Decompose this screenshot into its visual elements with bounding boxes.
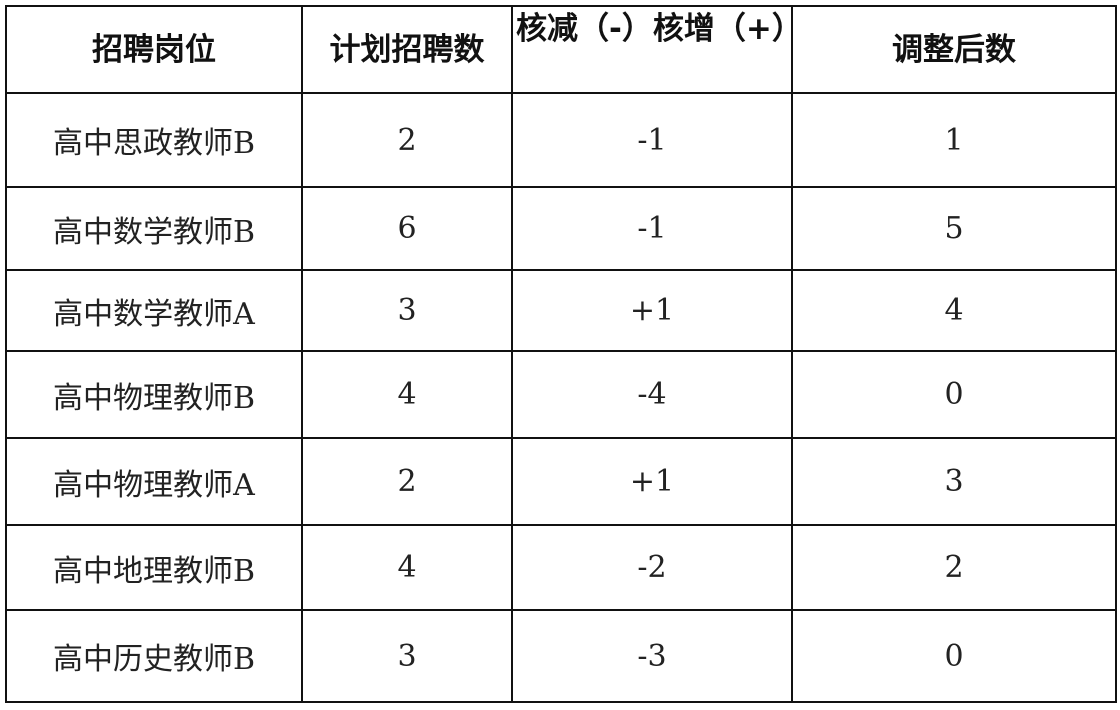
cell-planned: 4 <box>301 350 513 439</box>
header-planned: 计划招聘数 <box>301 5 513 94</box>
cell-adjusted: 5 <box>791 186 1117 271</box>
cell-adjusted: 0 <box>791 350 1117 439</box>
cell-position: 高中物理教师B <box>5 350 303 439</box>
recruitment-adjustment-table: 招聘岗位 计划招聘数 核减（-）核增（+） 调整后数 高中思政教师B 2 -1 1 高中… <box>5 5 1117 703</box>
header-row: 招聘岗位 计划招聘数 核减（-）核增（+） 调整后数 <box>5 5 1117 94</box>
cell-adjustment: +1 <box>511 269 793 352</box>
cell-planned: 3 <box>301 609 513 703</box>
cell-position: 高中地理教师B <box>5 524 303 611</box>
cell-adjustment: +1 <box>511 437 793 526</box>
cell-planned: 3 <box>301 269 513 352</box>
table-row: 高中物理教师A 2 +1 3 <box>5 437 1117 526</box>
cell-adjusted: 3 <box>791 437 1117 526</box>
table-row: 高中数学教师B 6 -1 5 <box>5 186 1117 271</box>
cell-position: 高中数学教师B <box>5 186 303 271</box>
cell-planned: 2 <box>301 92 513 188</box>
cell-planned: 6 <box>301 186 513 271</box>
cell-position: 高中物理教师A <box>5 437 303 526</box>
table-row: 高中思政教师B 2 -1 1 <box>5 92 1117 188</box>
cell-position: 高中思政教师B <box>5 92 303 188</box>
table-row: 高中物理教师B 4 -4 0 <box>5 350 1117 439</box>
header-position: 招聘岗位 <box>5 5 303 94</box>
cell-planned: 2 <box>301 437 513 526</box>
cell-adjustment: -1 <box>511 92 793 188</box>
table-row: 高中数学教师A 3 +1 4 <box>5 269 1117 352</box>
header-adjusted: 调整后数 <box>791 5 1117 94</box>
cell-planned: 4 <box>301 524 513 611</box>
cell-adjustment: -1 <box>511 186 793 271</box>
cell-adjustment: -2 <box>511 524 793 611</box>
table-row: 高中历史教师B 3 -3 0 <box>5 609 1117 703</box>
header-adjustment: 核减（-）核增（+） <box>511 5 803 94</box>
cell-adjusted: 2 <box>791 524 1117 611</box>
cell-adjusted: 0 <box>791 609 1117 703</box>
cell-adjustment: -4 <box>511 350 793 439</box>
cell-adjustment: -3 <box>511 609 793 703</box>
cell-adjusted: 4 <box>791 269 1117 352</box>
cell-position: 高中数学教师A <box>5 269 303 352</box>
cell-position: 高中历史教师B <box>5 609 303 703</box>
cell-adjusted: 1 <box>791 92 1117 188</box>
table-row: 高中地理教师B 4 -2 2 <box>5 524 1117 611</box>
